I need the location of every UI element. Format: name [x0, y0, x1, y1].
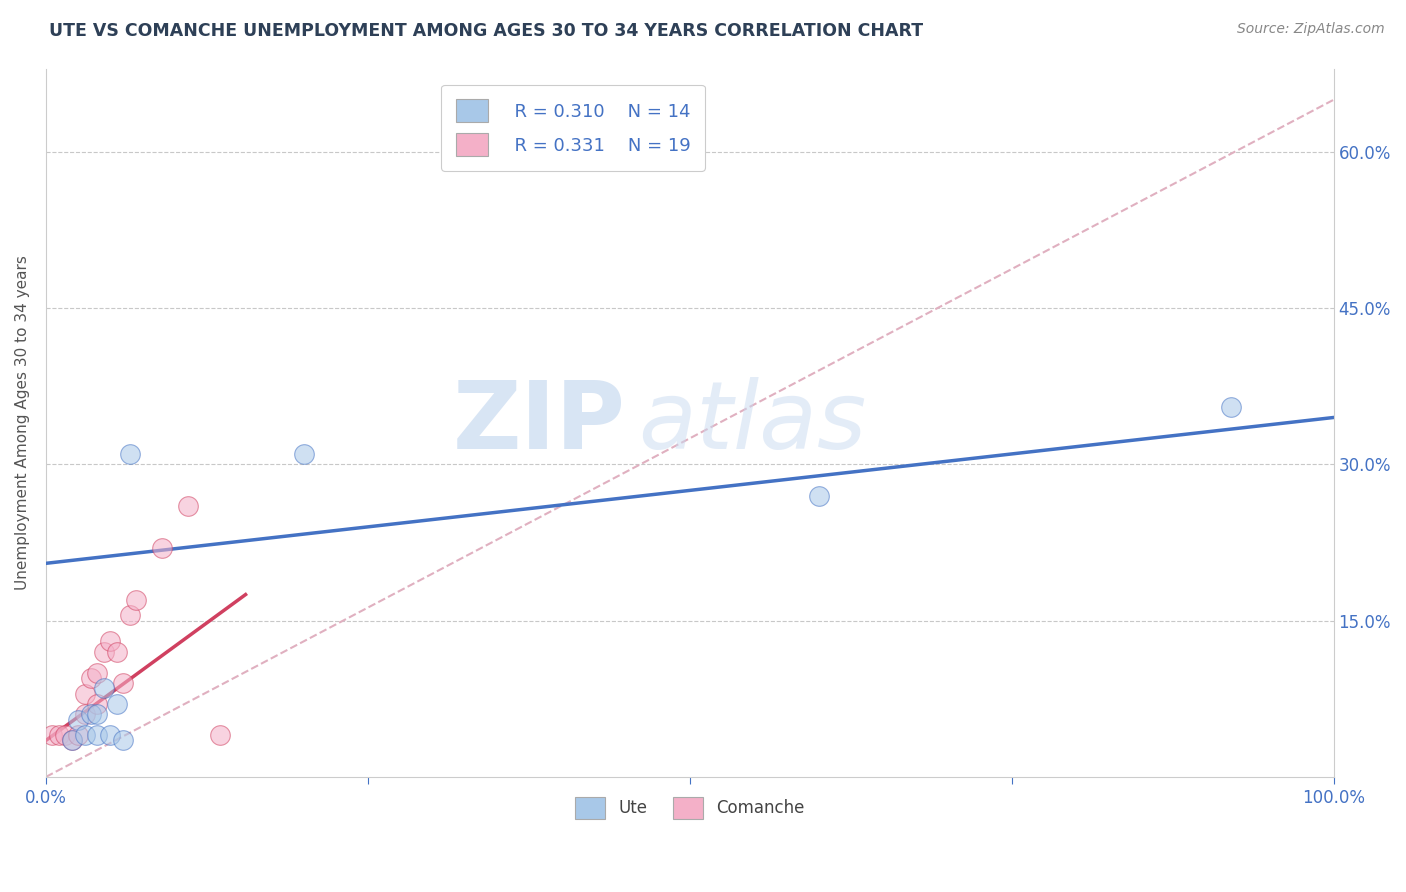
Text: ZIP: ZIP: [453, 376, 626, 468]
Point: [73, 687, 96, 701]
Point: [41, 728, 63, 742]
Point: [67, 728, 90, 742]
Point: [93, 645, 115, 659]
Point: [208, 728, 231, 742]
Point: [86, 728, 108, 742]
Point: [98, 634, 121, 648]
Point: [807, 489, 830, 503]
Point: [125, 592, 148, 607]
Point: [105, 645, 128, 659]
Point: [292, 447, 315, 461]
Point: [60, 733, 83, 747]
Legend: Ute, Comanche: Ute, Comanche: [568, 790, 811, 825]
Point: [1219, 400, 1241, 414]
Point: [73, 707, 96, 722]
Text: atlas: atlas: [638, 377, 866, 468]
Point: [112, 676, 135, 690]
Point: [73, 728, 96, 742]
Y-axis label: Unemployment Among Ages 30 to 34 years: Unemployment Among Ages 30 to 34 years: [15, 255, 30, 591]
Point: [86, 665, 108, 680]
Text: Source: ZipAtlas.com: Source: ZipAtlas.com: [1237, 22, 1385, 37]
Point: [80, 671, 103, 685]
Point: [118, 608, 141, 623]
Point: [98, 728, 121, 742]
Point: [118, 447, 141, 461]
Point: [93, 681, 115, 696]
Point: [150, 541, 173, 555]
Point: [53, 728, 76, 742]
Point: [105, 697, 128, 711]
Point: [112, 733, 135, 747]
Text: UTE VS COMANCHE UNEMPLOYMENT AMONG AGES 30 TO 34 YEARS CORRELATION CHART: UTE VS COMANCHE UNEMPLOYMENT AMONG AGES …: [49, 22, 924, 40]
Point: [80, 707, 103, 722]
Point: [67, 713, 90, 727]
Point: [48, 728, 70, 742]
Point: [86, 707, 108, 722]
Point: [60, 733, 83, 747]
Point: [176, 499, 198, 513]
Point: [86, 697, 108, 711]
